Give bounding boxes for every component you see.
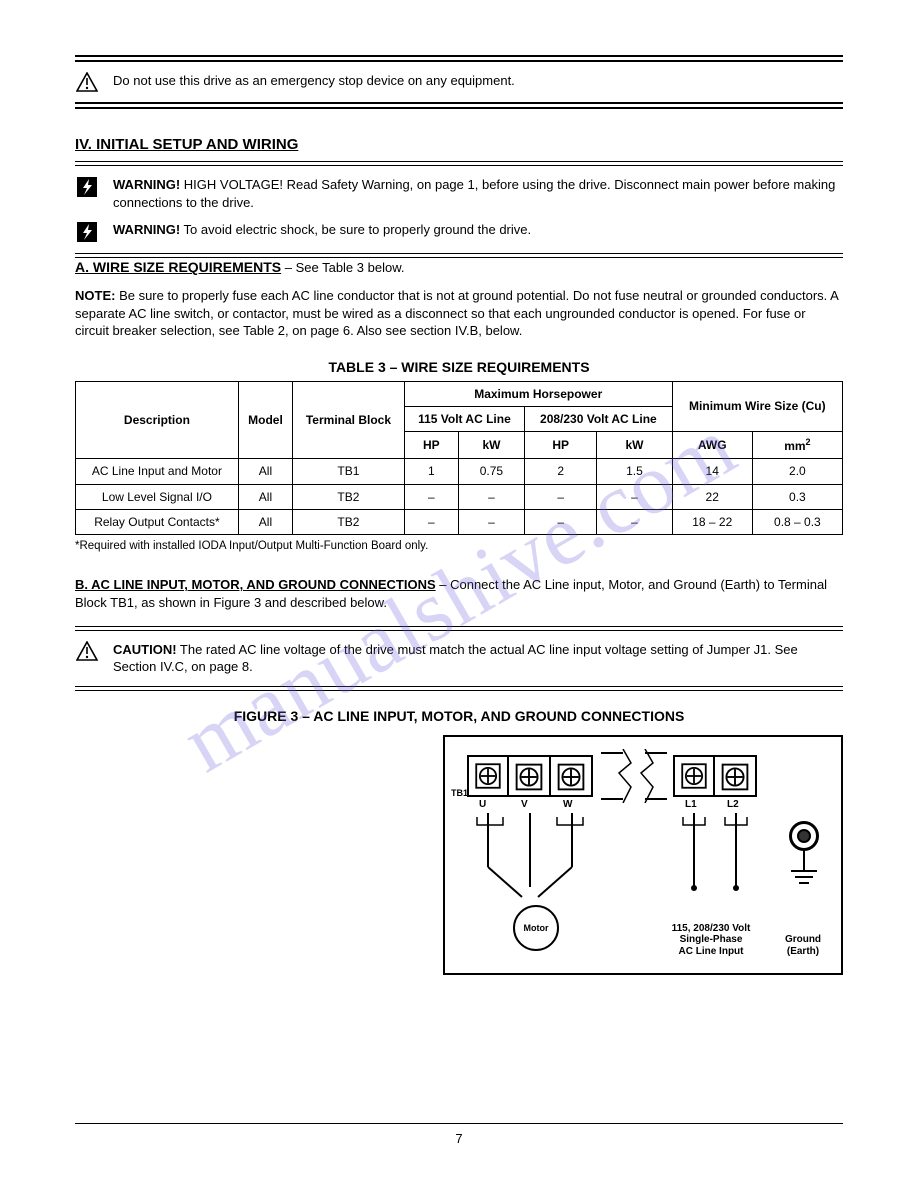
rule-top-2 [75, 60, 843, 62]
figure-3: TB1 U V W L1 L2 [75, 735, 843, 975]
table3: DescriptionModelTerminal BlockMaximum Ho… [75, 381, 843, 535]
label-acline: 115, 208/230 Volt Single-Phase AC Line I… [651, 923, 771, 958]
rule-1b [75, 107, 843, 109]
terminal-w [551, 755, 593, 797]
note-a-text: Be sure to properly fuse each AC line co… [75, 288, 838, 338]
caution-text: The rated AC line voltage of the drive m… [113, 642, 798, 675]
terminal-l2 [715, 755, 757, 797]
caution-triangle-icon [75, 641, 99, 661]
warning-ground: WARNING! To avoid electric shock, be sur… [75, 221, 843, 243]
notice-text: Do not use this drive as an emergency st… [113, 72, 843, 90]
warning1-lead: WARNING! [113, 177, 180, 192]
label-ground: Ground (Earth) [775, 934, 831, 957]
notice-do-not-use: Do not use this drive as an emergency st… [75, 72, 843, 92]
terminals-uvw [467, 755, 593, 797]
section-b-head: B. AC LINE INPUT, MOTOR, AND GROUND CONN… [75, 577, 436, 592]
table3-footnote: *Required with installed IODA Input/Outp… [75, 539, 843, 555]
warning2-body: WARNING! To avoid electric shock, be sur… [113, 221, 843, 239]
terminal-v [509, 755, 551, 797]
heading-initial-setup: IV. INITIAL SETUP AND WIRING [75, 135, 843, 155]
fig3-title: FIGURE 3 – AC LINE INPUT, MOTOR, AND GRO… [75, 707, 843, 726]
warning1-text: HIGH VOLTAGE! Read Safety Warning, on pa… [113, 177, 835, 210]
section-b: B. AC LINE INPUT, MOTOR, AND GROUND CONN… [75, 576, 843, 611]
section-a-head: A. WIRE SIZE REQUIREMENTS [75, 259, 281, 275]
rule-c4 [75, 690, 843, 691]
terminal-l1 [673, 755, 715, 797]
note-a: NOTE: Be sure to properly fuse each AC l… [75, 287, 843, 340]
shock-hazard-icon [75, 176, 99, 198]
wires-acline [673, 797, 763, 907]
terminal-u [467, 755, 509, 797]
table3-title: TABLE 3 – WIRE SIZE REQUIREMENTS [75, 358, 843, 377]
warning-high-voltage: WARNING! HIGH VOLTAGE! Read Safety Warni… [75, 176, 843, 211]
terminals-l1l2 [673, 755, 757, 797]
rule-h2 [75, 165, 843, 166]
motor-symbol: Motor [513, 905, 559, 951]
footer: 7 [75, 1123, 843, 1148]
caution-j1: CAUTION! The rated AC line voltage of th… [75, 641, 843, 676]
tb1-label: TB1 [451, 787, 468, 799]
section-a-body: – See Table 3 below. [281, 260, 404, 275]
rule-c2 [75, 630, 843, 631]
warning2-lead: WARNING! [113, 222, 180, 237]
ground-symbol [785, 821, 823, 906]
note-a-lead: NOTE: [75, 288, 115, 303]
warning1-body: WARNING! HIGH VOLTAGE! Read Safety Warni… [113, 176, 843, 211]
page-number: 7 [75, 1130, 843, 1148]
warning-triangle-icon [75, 72, 99, 92]
warning2-text: To avoid electric shock, be sure to prop… [180, 222, 531, 237]
caution-lead: CAUTION! [113, 642, 177, 657]
caution-body: CAUTION! The rated AC line voltage of th… [113, 641, 843, 676]
shock-hazard-icon-2 [75, 221, 99, 243]
break-lines [601, 749, 667, 803]
